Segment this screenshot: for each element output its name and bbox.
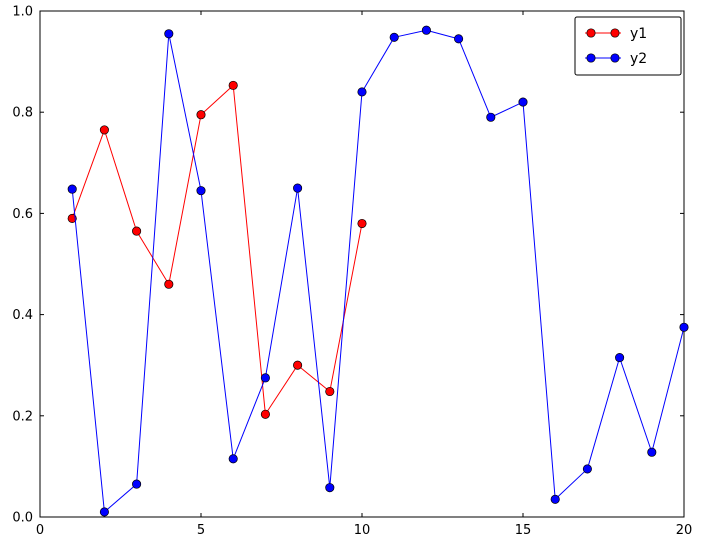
y1-point-marker	[357, 218, 367, 229]
y2-point-marker	[228, 454, 238, 464]
y-tick-label: 0.4	[12, 308, 33, 323]
x-tick-label: 10	[354, 523, 371, 538]
y2-point-marker	[550, 494, 560, 504]
x-tick-label: 20	[676, 523, 693, 538]
legend-marker-sample	[586, 53, 596, 63]
y1-point-marker	[325, 386, 335, 397]
legend-label: y1	[630, 26, 647, 42]
y-tick-label: 0.0	[12, 511, 33, 526]
x-tick-label: 15	[515, 523, 532, 538]
y1-point-marker	[196, 110, 206, 120]
y2-point-marker	[325, 483, 335, 493]
series-y2-line	[71, 29, 685, 513]
y2-point-marker	[164, 29, 174, 39]
y-tick-label: 0.8	[12, 106, 33, 121]
y2-point-marker	[647, 447, 657, 457]
y-tick-label: 0.2	[12, 409, 33, 424]
y2-point-marker	[196, 186, 206, 196]
legend-box	[574, 16, 682, 76]
y1-point-marker	[99, 125, 109, 135]
y2-point-marker	[389, 32, 399, 42]
y2-point-marker	[132, 479, 142, 489]
y2-point-marker	[615, 353, 625, 363]
legend-item-y1: y1	[585, 26, 647, 42]
y2-point-marker	[679, 322, 689, 332]
y2-point-marker	[486, 112, 496, 122]
x-tick-label: 5	[197, 523, 205, 538]
y2-point-marker	[357, 87, 367, 97]
legend: y1 y2	[574, 16, 682, 76]
y1-point-marker	[293, 360, 303, 370]
y-tick-label: 0.6	[12, 207, 33, 222]
y2-point-marker	[454, 34, 464, 44]
y2-point-marker	[421, 25, 431, 35]
y1-point-marker	[164, 279, 174, 289]
y-tick-label: 1.0	[12, 5, 33, 20]
y1-point-marker	[67, 213, 77, 224]
series-y2-markers	[67, 25, 689, 517]
legend-marker-sample	[610, 53, 620, 63]
y1-point-marker	[132, 226, 142, 236]
x-axis: 0 5 10 15 20	[36, 11, 692, 538]
y1-point-marker	[228, 80, 238, 90]
x-tick-label: 0	[36, 523, 44, 538]
y-axis: 0.0 0.2 0.4 0.6 0.8 1.0	[12, 5, 684, 526]
series-y1-line	[71, 84, 363, 415]
y2-point-marker	[99, 507, 109, 517]
legend-marker-sample	[586, 28, 596, 38]
legend-item-y2: y2	[585, 51, 647, 67]
y2-point-marker	[293, 183, 303, 193]
legend-marker-sample	[610, 28, 620, 38]
y2-point-marker	[518, 97, 528, 107]
series-y1-markers	[67, 80, 367, 419]
y2-point-marker	[260, 373, 270, 383]
axes-frame	[39, 10, 685, 518]
y2-point-marker	[67, 184, 77, 194]
y2-point-marker	[582, 464, 592, 474]
y1-point-marker	[260, 409, 270, 419]
legend-label: y2	[630, 51, 647, 67]
